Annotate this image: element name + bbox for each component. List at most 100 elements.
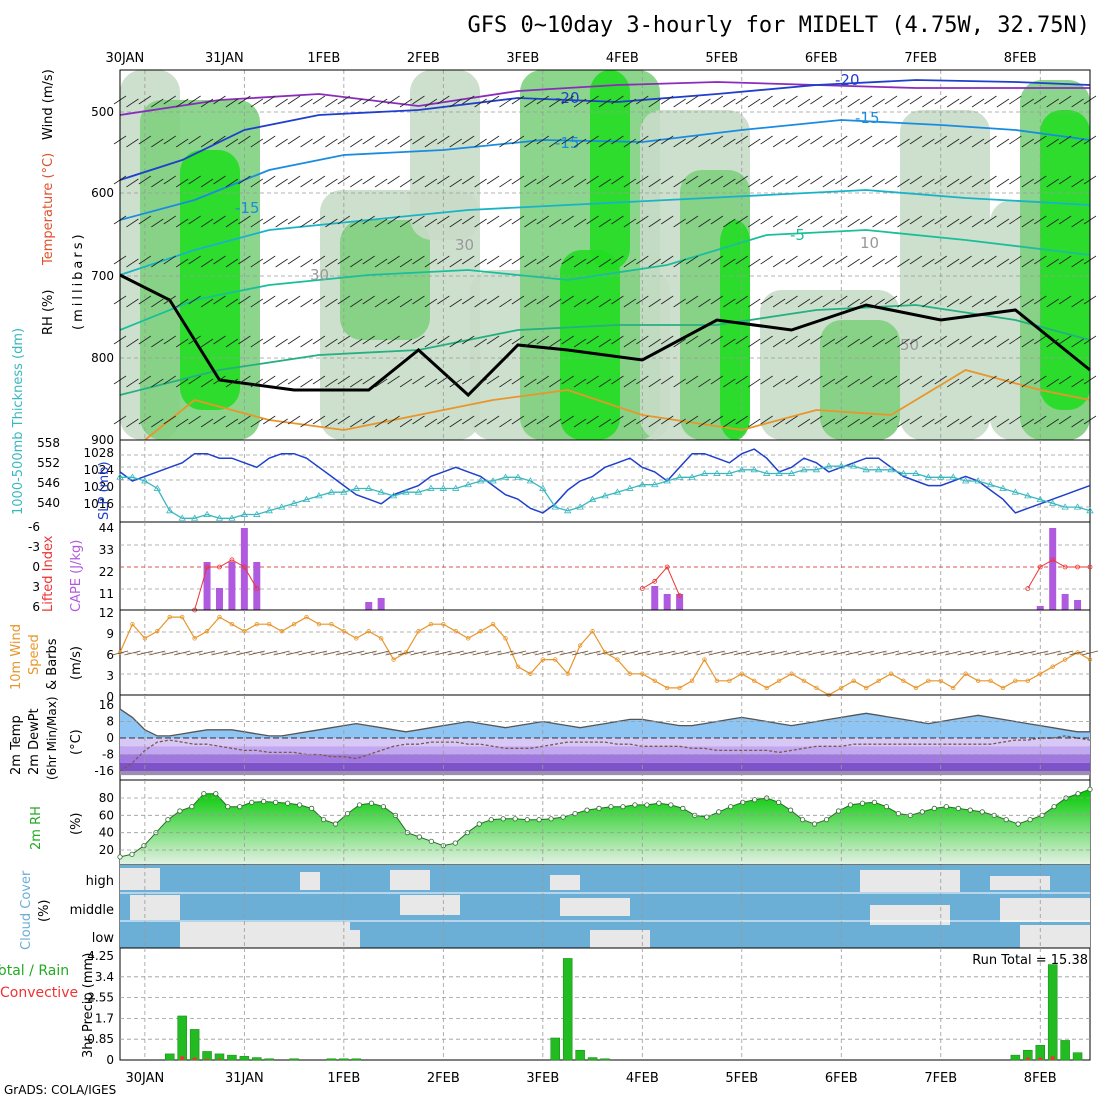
surface-wind-barb <box>683 650 701 656</box>
wind-barb <box>424 178 438 188</box>
surface-wind-barb <box>845 650 862 656</box>
wind-barb <box>1058 295 1072 305</box>
wind-speed-line <box>119 616 1091 696</box>
wind-barb <box>698 338 711 348</box>
wind-barb <box>263 215 276 225</box>
wind-barb <box>424 418 438 428</box>
wind-barb <box>909 175 923 185</box>
wind-barb <box>549 218 562 228</box>
wind-barb <box>1046 418 1059 428</box>
wind-barb <box>200 98 214 108</box>
wind-barb <box>449 298 462 308</box>
rh-point <box>979 809 985 815</box>
top-date-label: 8FEB <box>1004 51 1037 66</box>
thickness-point <box>539 484 547 491</box>
thickness-point <box>1073 503 1082 510</box>
rh-point <box>452 840 458 846</box>
wind-barb <box>623 298 637 308</box>
wind-barb <box>810 215 823 225</box>
wind-barb <box>785 95 798 105</box>
surface-wind-barb <box>1032 650 1049 656</box>
thickness-point <box>302 495 311 503</box>
wind-barb <box>188 335 201 345</box>
surface-wind-barb <box>236 650 253 656</box>
wind-barb <box>735 175 749 185</box>
wind-barb <box>984 175 997 185</box>
wind-speed-point <box>652 678 657 684</box>
wind-barb <box>772 218 786 228</box>
rh-point <box>500 816 506 822</box>
wind-barb <box>660 175 674 185</box>
wind-barb <box>300 218 313 228</box>
wind-barb <box>598 258 612 268</box>
wind-barb <box>350 98 363 108</box>
wind-speed-point <box>627 671 633 676</box>
wind-barb <box>847 378 860 388</box>
wind-barb <box>785 175 798 185</box>
cape-bar <box>215 588 223 610</box>
cape-bar <box>1074 600 1082 610</box>
wind-barb <box>797 98 811 108</box>
wind-barb <box>586 175 599 185</box>
rh-shading <box>590 70 630 270</box>
wind-barb <box>623 418 637 428</box>
rh-shading <box>820 320 900 440</box>
wind-barb <box>474 298 487 308</box>
wind-barb <box>984 255 997 265</box>
wind-speed-point <box>901 678 906 684</box>
wind-barb <box>449 98 462 108</box>
wind-barb <box>847 138 860 148</box>
surface-wind-barb <box>136 650 153 656</box>
wind-barb <box>474 98 487 108</box>
wind-barb <box>996 298 1010 308</box>
wind-barb <box>946 418 960 428</box>
thickness-point <box>240 510 249 517</box>
wind-barb <box>673 138 686 148</box>
cloud-gap <box>400 895 460 915</box>
wind-barb <box>573 218 587 228</box>
thickness-point <box>315 492 323 499</box>
wind-barb <box>175 98 189 108</box>
precip-bar <box>1072 1052 1083 1061</box>
rh-point <box>895 810 901 817</box>
thickness-point <box>663 477 671 484</box>
temp-contour <box>119 229 1091 331</box>
rh-point <box>668 802 674 808</box>
wind10-label2: Speed <box>27 634 42 675</box>
wind-speed-point <box>863 685 869 691</box>
wind-barb <box>660 135 674 145</box>
wind-barb <box>1046 218 1059 228</box>
temp2m-label3: (6hr Min/Max) <box>45 697 59 781</box>
wind-barb <box>474 378 487 388</box>
wind-barb <box>337 415 351 425</box>
wind-barb <box>922 378 935 388</box>
surface-wind-barb <box>820 650 837 656</box>
wind-barb <box>959 95 972 105</box>
thickness-point <box>352 484 360 491</box>
wind-barb <box>723 258 736 268</box>
wind-tick: 9 <box>106 627 114 641</box>
wind-barb <box>611 295 624 305</box>
thickness-point <box>961 477 970 484</box>
wind-barb <box>312 415 326 425</box>
temp2m-label1: 2m Temp <box>9 715 24 775</box>
wind-barb <box>785 135 798 145</box>
thickness-tick: 546 <box>37 476 60 490</box>
thickness-point <box>190 514 199 521</box>
wind-barb <box>810 135 823 145</box>
wind-barb <box>213 215 226 225</box>
wind-barb <box>884 175 898 185</box>
precip-tick: 0.85 <box>87 1032 114 1046</box>
cape-bar <box>651 586 659 610</box>
wind-barb <box>474 138 487 148</box>
precip-bar <box>189 1029 200 1061</box>
precip-bar <box>164 1053 175 1061</box>
surface-wind-barb <box>559 650 576 656</box>
temp-contour <box>144 369 1091 441</box>
wind-barb <box>1034 135 1047 145</box>
surface-wind-barb <box>572 650 589 656</box>
wind-barb <box>1021 178 1035 188</box>
pressure-tick: 500 <box>91 105 114 119</box>
bottom-date-label: 3FEB <box>526 1071 559 1086</box>
wind-barb <box>449 178 462 188</box>
